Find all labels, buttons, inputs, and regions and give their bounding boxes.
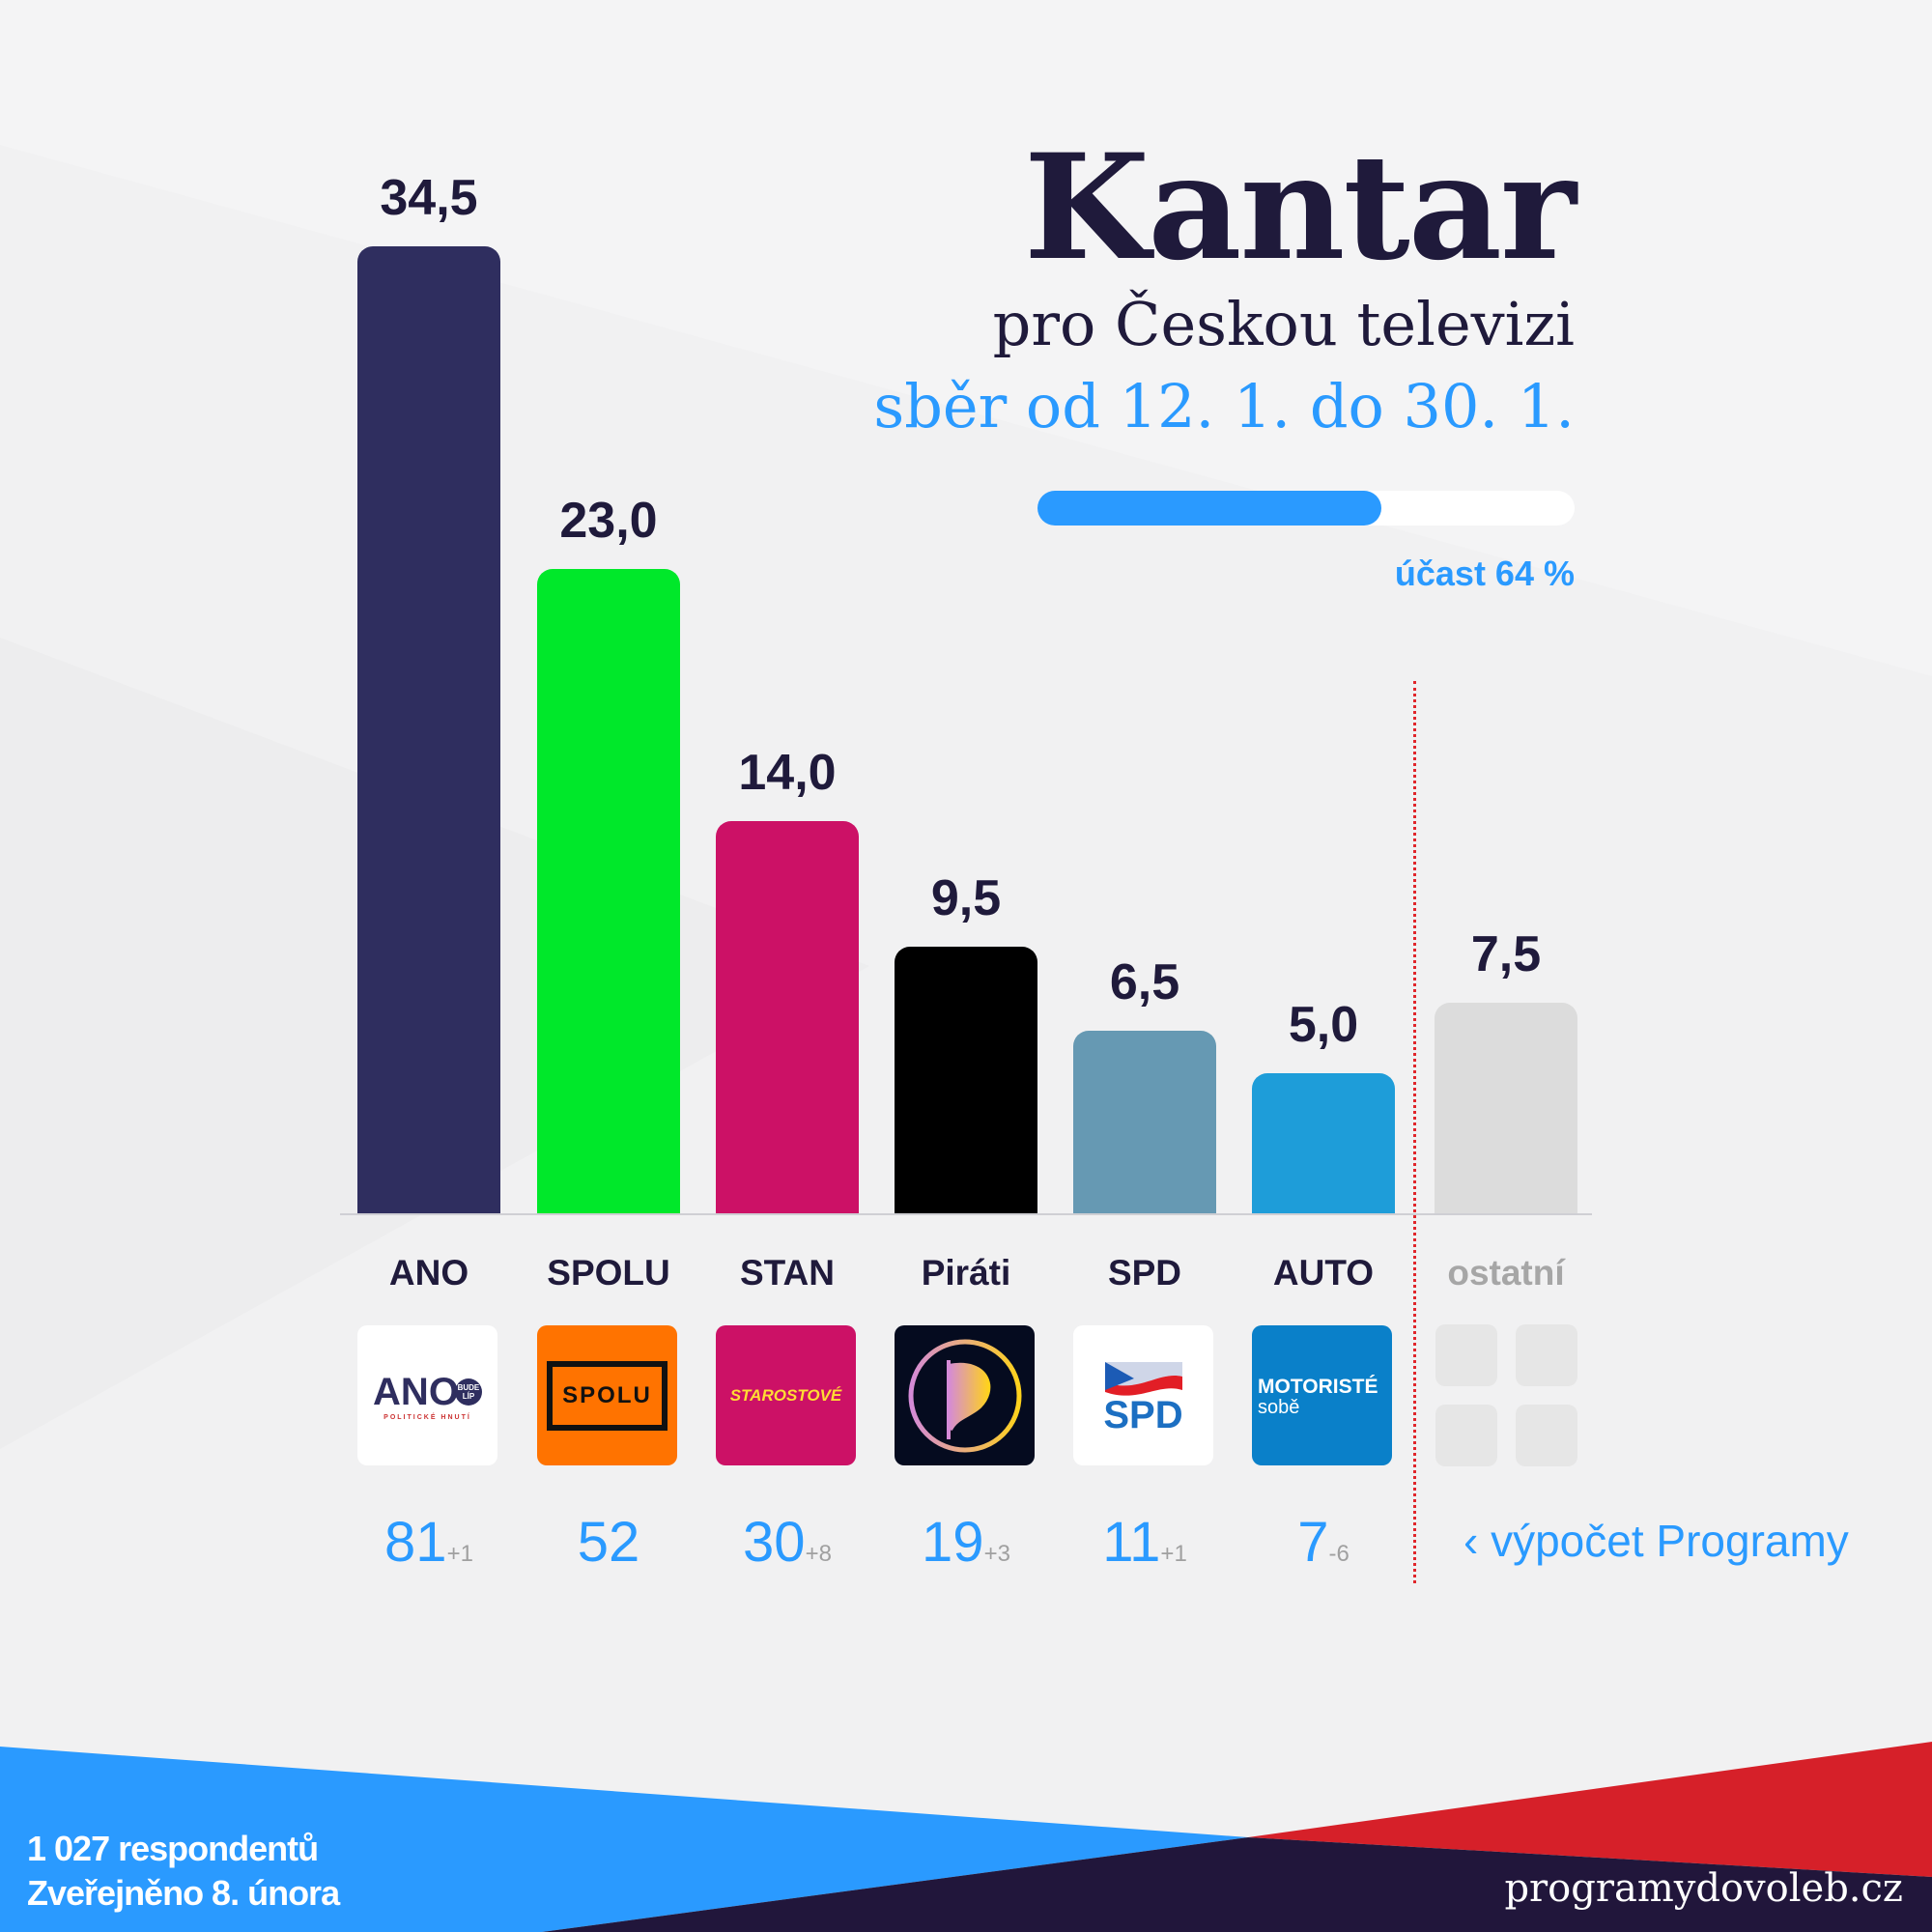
seat-count: 7-6 <box>1236 1510 1410 1575</box>
logo-spd-text: SPD <box>1103 1393 1183 1436</box>
seat-value: 19 <box>922 1511 984 1574</box>
turnout-label: účast 64 % <box>1394 554 1575 593</box>
pirate-flag-icon <box>908 1339 1021 1452</box>
seat-count: 30+8 <box>700 1510 874 1575</box>
footer-navy-band <box>542 1837 1932 1932</box>
bar-ostatní <box>1435 1003 1577 1213</box>
bar-auto <box>1252 1072 1395 1213</box>
others-logo-placeholder <box>1435 1324 1497 1386</box>
others-logo-placeholder <box>1516 1324 1577 1386</box>
logo-auto: MOTORISTÉ sobě <box>1252 1325 1392 1465</box>
site-name[interactable]: programydovoleb.cz <box>1504 1866 1903 1911</box>
seat-change: +1 <box>446 1541 473 1567</box>
logo-spd: SPD <box>1073 1325 1213 1465</box>
logo-stan: STAROSTOVÉ <box>716 1325 856 1465</box>
subtitle: pro Českou televizi <box>992 289 1575 359</box>
value-label: 5,0 <box>1288 996 1359 1053</box>
logo-auto-line1: MOTORISTÉ <box>1258 1375 1378 1398</box>
seat-value: 11 <box>1102 1511 1161 1574</box>
category-label: AUTO <box>1272 1253 1375 1293</box>
logo-spolu-text: SPOLU <box>562 1381 652 1408</box>
category-label: STAN <box>740 1253 835 1293</box>
bar-stan <box>716 820 859 1213</box>
seat-count: 19+3 <box>879 1510 1053 1575</box>
others-logo-placeholder <box>1516 1405 1577 1466</box>
bar-spolu <box>537 568 680 1213</box>
x-axis-line <box>340 1213 1592 1215</box>
value-label: 6,5 <box>1109 954 1180 1011</box>
spd-flag-icon <box>1104 1361 1182 1396</box>
seat-count: 81+1 <box>342 1510 516 1575</box>
respondents-count: 1 027 respondentů <box>27 1829 319 1868</box>
category-label: SPD <box>1107 1253 1182 1293</box>
seat-value: 30 <box>743 1511 806 1574</box>
seat-change: +3 <box>983 1541 1010 1567</box>
logo-ano: ANO BUDE LÍP POLITICKÉ HNUTÍ <box>357 1325 497 1465</box>
others-divider <box>1413 681 1416 1583</box>
category-label: ANO <box>388 1253 469 1293</box>
bar-ano <box>357 246 500 1213</box>
category-label: Piráti <box>921 1253 1011 1293</box>
turnout-progress-fill <box>1037 491 1381 526</box>
value-label: 9,5 <box>930 870 1002 927</box>
collection-period: sběr od 12. 1. do 30. 1. <box>873 371 1575 441</box>
bar-spd <box>1073 1031 1216 1213</box>
seat-value: 7 <box>1297 1511 1329 1574</box>
logo-pirati <box>895 1325 1035 1465</box>
seat-count: 11+1 <box>1058 1510 1232 1575</box>
logo-stan-text: STAROSTOVÉ <box>729 1385 842 1405</box>
seat-change: +1 <box>1160 1541 1187 1567</box>
turnout-progress-bar <box>1037 491 1575 526</box>
category-label: SPOLU <box>547 1253 670 1293</box>
seat-calculation-link[interactable]: ‹ výpočet Programy <box>1463 1516 1849 1566</box>
logo-ano-badge: BUDE LÍP <box>454 1378 482 1406</box>
logo-ano-text: ANO <box>373 1370 459 1413</box>
logo-ano-sub: POLITICKÉ HNUTÍ <box>384 1413 471 1421</box>
seat-value: 52 <box>577 1511 640 1574</box>
published-date: Zveřejněno 8. února <box>27 1873 340 1913</box>
value-label: 23,0 <box>559 492 658 549</box>
footer-red-band <box>1248 1742 1932 1877</box>
seat-value: 81 <box>384 1511 447 1574</box>
bar-piráti <box>895 947 1037 1213</box>
seat-change: -6 <box>1328 1541 1350 1567</box>
others-logo-placeholder <box>1435 1405 1497 1466</box>
value-label: 34,5 <box>380 170 478 226</box>
seat-count: 52 <box>522 1510 696 1575</box>
value-label: 14,0 <box>738 744 837 801</box>
category-label: ostatní <box>1447 1253 1565 1293</box>
value-label: 7,5 <box>1470 926 1542 983</box>
logo-spolu: SPOLU <box>537 1325 677 1465</box>
logo-auto-line2: sobě <box>1258 1396 1300 1418</box>
seat-change: +8 <box>805 1541 832 1567</box>
footer-blue-band <box>0 1747 1248 1932</box>
pollster-title: Kantar <box>1023 123 1577 293</box>
